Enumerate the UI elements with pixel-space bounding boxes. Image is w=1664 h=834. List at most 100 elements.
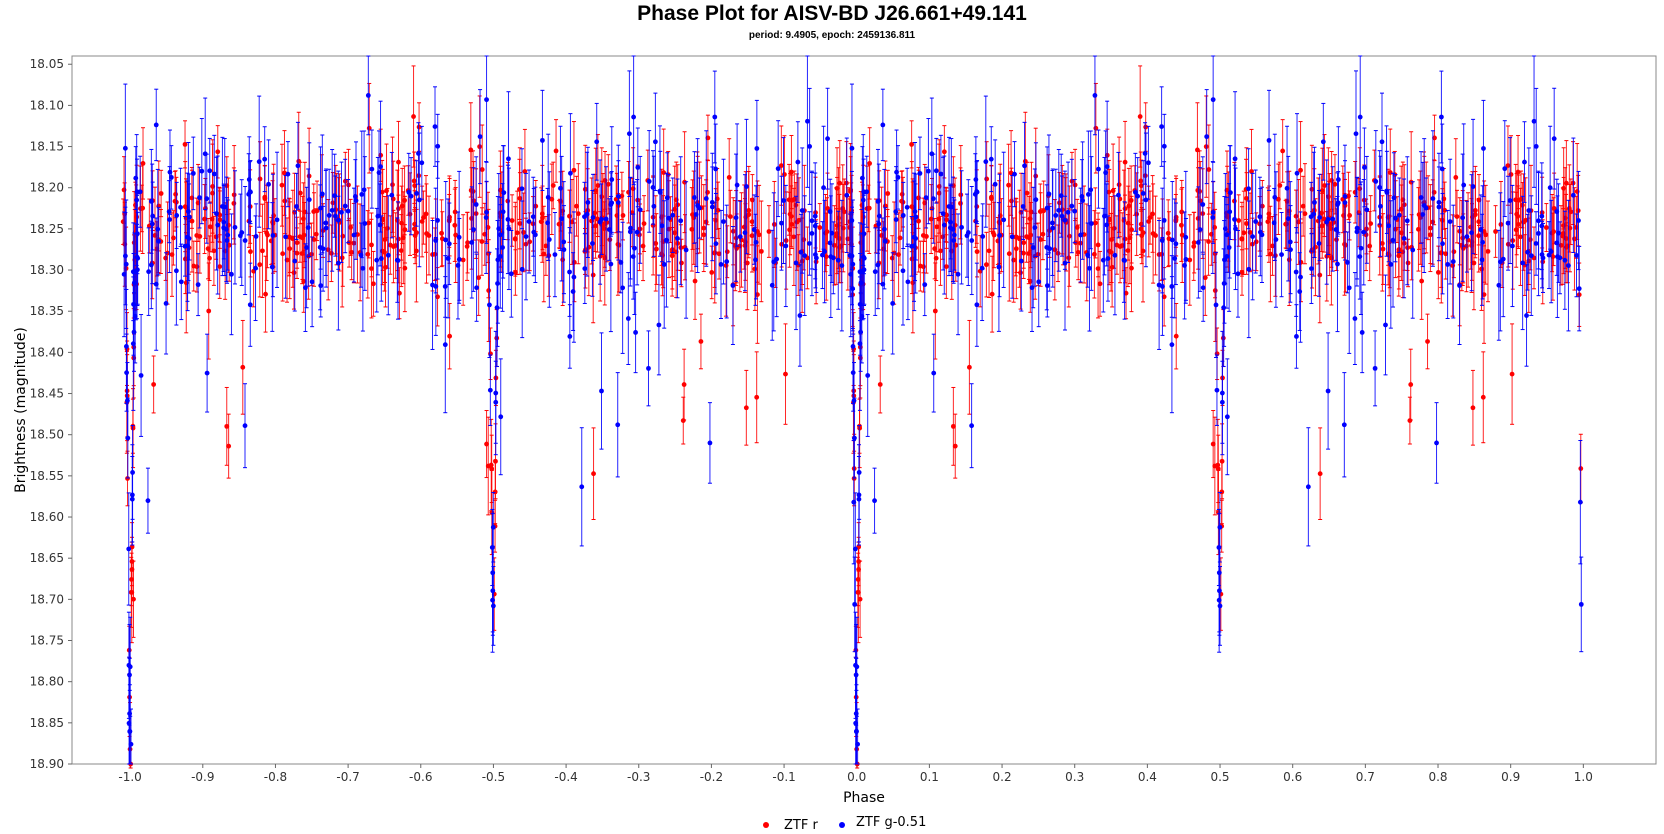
- data-point: [1543, 225, 1549, 230]
- data-point: [595, 183, 601, 188]
- data-point: [1439, 166, 1445, 172]
- data-point: [754, 394, 760, 400]
- data-point: [807, 241, 812, 246]
- data-point: [1219, 458, 1225, 464]
- data-point: [1547, 185, 1553, 191]
- data-point: [538, 219, 544, 225]
- data-point: [1298, 167, 1303, 173]
- y-tick-label: 18.35: [30, 304, 64, 318]
- data-point: [849, 145, 855, 151]
- data-point: [224, 423, 230, 429]
- data-point: [1361, 229, 1367, 235]
- data-point: [1509, 371, 1515, 377]
- data-point: [605, 181, 611, 187]
- data-point: [899, 191, 905, 197]
- data-point: [1396, 253, 1402, 259]
- data-point: [1368, 221, 1374, 226]
- x-tick-label: 0.6: [1283, 770, 1302, 784]
- data-point: [262, 196, 268, 202]
- data-point: [1280, 148, 1286, 154]
- data-point: [1161, 143, 1167, 149]
- data-point: [514, 230, 520, 236]
- x-tick-label: -0.7: [336, 770, 359, 784]
- data-point: [1480, 394, 1486, 400]
- data-point: [476, 275, 482, 281]
- data-point: [1548, 249, 1554, 254]
- data-point: [253, 234, 259, 239]
- data-point: [369, 166, 375, 172]
- data-point: [936, 190, 942, 196]
- data-point: [489, 466, 495, 472]
- data-point: [1246, 266, 1252, 272]
- data-point: [365, 93, 371, 98]
- data-point: [1142, 151, 1148, 156]
- data-point: [1109, 264, 1115, 270]
- data-point: [279, 182, 285, 188]
- data-point: [969, 238, 975, 243]
- data-point: [464, 243, 470, 249]
- y-axis: 18.05 18.10 18.15 18.20 18.25 18.30 18.35 18.40…: [30, 57, 72, 771]
- data-point: [771, 222, 777, 227]
- data-point: [1114, 242, 1120, 248]
- data-point: [789, 169, 794, 175]
- data-point: [940, 211, 946, 217]
- data-point: [411, 114, 416, 119]
- data-point: [435, 217, 440, 223]
- data-point: [932, 246, 938, 252]
- data-point: [240, 364, 246, 370]
- data-point: [260, 248, 265, 254]
- data-point: [979, 265, 985, 271]
- data-point: [707, 440, 713, 446]
- data-point: [713, 166, 719, 172]
- data-point: [1146, 219, 1152, 224]
- data-point: [1470, 405, 1476, 411]
- data-point: [1352, 316, 1358, 321]
- data-point: [257, 262, 263, 268]
- data-point: [1249, 169, 1254, 174]
- data-point: [1440, 241, 1445, 247]
- x-tick-label: 0.8: [1428, 770, 1447, 784]
- data-point: [185, 209, 191, 214]
- data-point: [654, 246, 659, 252]
- data-point: [1347, 213, 1353, 218]
- data-point: [1055, 250, 1061, 256]
- data-point: [1006, 182, 1011, 188]
- data-point: [749, 219, 755, 225]
- data-point: [821, 185, 826, 191]
- data-point: [1221, 305, 1227, 311]
- data-point: [1520, 260, 1526, 266]
- data-point: [202, 216, 207, 222]
- data-point: [1065, 209, 1071, 215]
- data-point: [1386, 223, 1392, 229]
- x-tick-label: 0.3: [1065, 770, 1084, 784]
- data-point: [844, 192, 850, 198]
- data-point: [787, 227, 793, 233]
- data-point: [681, 382, 687, 387]
- data-point: [257, 176, 263, 182]
- data-point: [941, 149, 947, 155]
- data-point: [1373, 179, 1379, 184]
- data-point: [1563, 180, 1569, 186]
- data-point: [1165, 230, 1171, 236]
- data-point: [1479, 266, 1484, 272]
- data-point: [512, 270, 518, 275]
- data-point: [138, 373, 144, 378]
- data-point: [986, 248, 992, 254]
- data-point: [1191, 243, 1197, 249]
- data-point: [1364, 207, 1370, 213]
- y-tick-label: 18.75: [30, 634, 64, 648]
- data-point: [1540, 255, 1546, 261]
- data-point: [390, 182, 395, 188]
- data-point: [865, 373, 871, 378]
- data-point: [1434, 440, 1439, 446]
- data-point: [1574, 252, 1579, 258]
- data-point: [1518, 234, 1523, 240]
- data-point: [329, 250, 334, 256]
- data-point: [1006, 251, 1012, 257]
- data-point: [1236, 218, 1242, 223]
- data-point: [330, 200, 336, 206]
- data-point: [1179, 232, 1185, 238]
- data-point: [1210, 441, 1216, 447]
- data-point: [280, 251, 286, 257]
- data-point: [303, 285, 308, 291]
